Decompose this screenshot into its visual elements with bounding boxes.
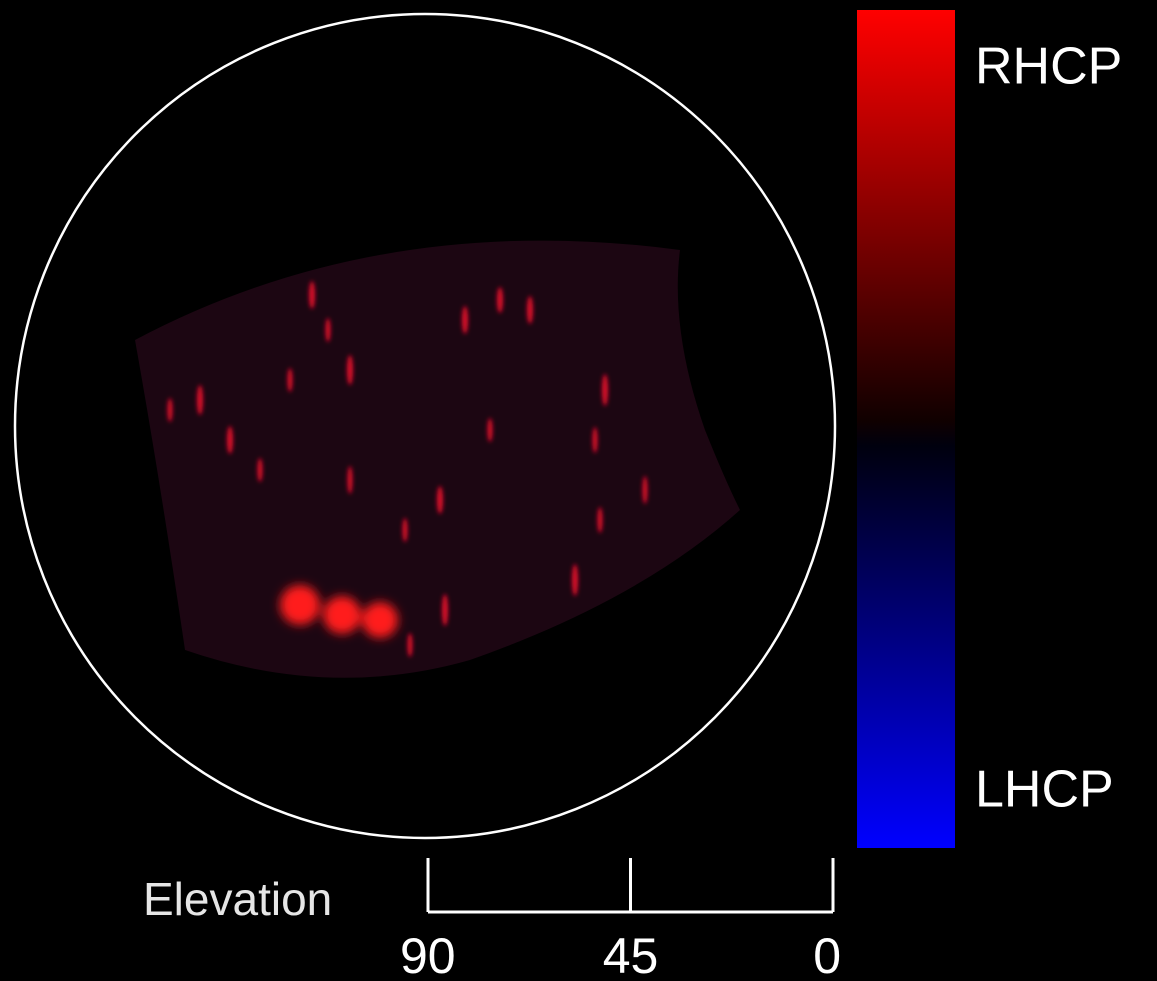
page: {"colorbar": {"top_label": "RHCP", "bott… [0, 0, 1157, 981]
sky-map: RHCP LHCP Elevation 90 45 0 [0, 0, 1157, 981]
elevation-tick-label: 90 [400, 928, 456, 981]
elevation-label: Elevation [143, 873, 332, 925]
elevation-tick-label: 45 [603, 928, 659, 981]
colorbar-bottom-label: LHCP [975, 761, 1114, 819]
elevation-tick-label: 0 [813, 928, 841, 981]
colorbar-top-label: RHCP [975, 38, 1122, 96]
colorbar [857, 10, 955, 848]
